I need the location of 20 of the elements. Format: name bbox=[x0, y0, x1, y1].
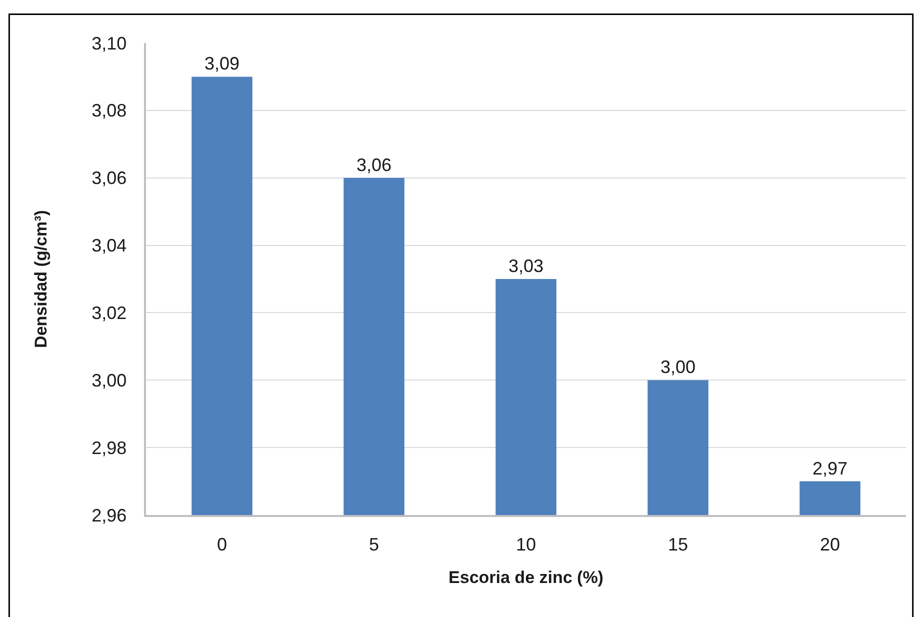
y-tick-label: 3,08 bbox=[92, 100, 127, 121]
y-tick-label: 2,96 bbox=[92, 505, 127, 526]
x-tick-label: 10 bbox=[516, 534, 536, 554]
y-tick-label: 3,02 bbox=[92, 303, 127, 324]
y-tick-label: 3,04 bbox=[92, 236, 127, 256]
y-axis-title: Densidad (g/cm³) bbox=[32, 210, 51, 348]
data-label: 3,09 bbox=[204, 54, 240, 74]
x-axis-title: Escoria de zinc (%) bbox=[448, 568, 604, 588]
data-label: 2,97 bbox=[812, 458, 848, 478]
x-tick-label: 0 bbox=[216, 534, 228, 554]
y-tick-label: 3,10 bbox=[92, 33, 127, 54]
y-tick-label: 3,00 bbox=[92, 370, 127, 390]
x-tick-label: 20 bbox=[820, 534, 840, 554]
x-tick-label: 15 bbox=[668, 534, 688, 554]
data-label: 3,00 bbox=[660, 357, 696, 378]
y-tick-label: 2,98 bbox=[92, 438, 127, 458]
x-tick-label: 5 bbox=[368, 534, 380, 554]
data-label: 3,06 bbox=[356, 154, 392, 175]
data-label: 3,03 bbox=[508, 256, 544, 276]
y-tick-label: 3,06 bbox=[92, 168, 127, 188]
